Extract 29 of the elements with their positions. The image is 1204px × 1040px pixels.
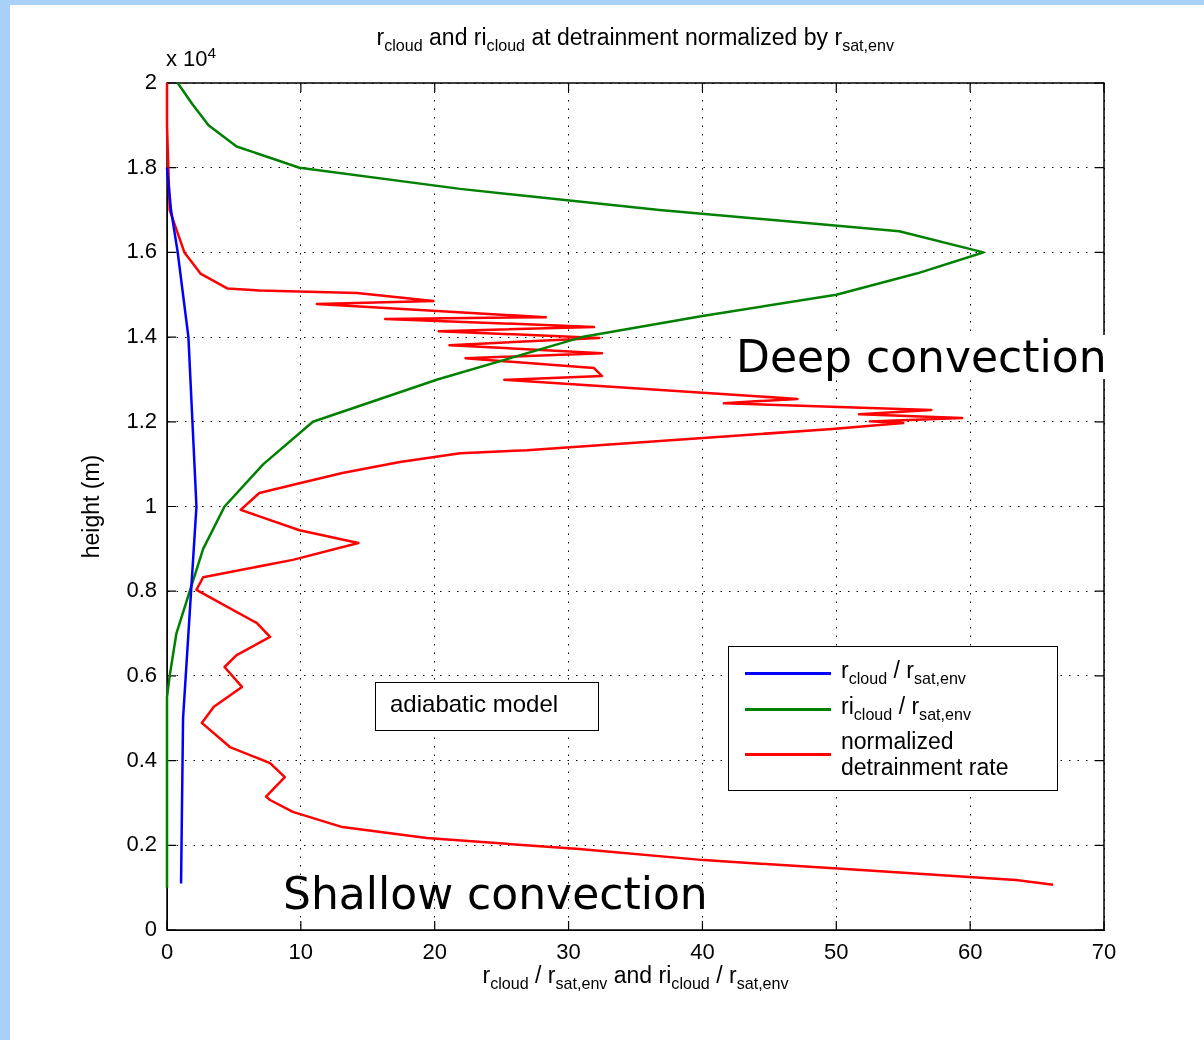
y-tick-label: 1.8 (126, 153, 157, 179)
annotation: adiabatic model (375, 682, 600, 731)
x-tick-label: 0 (160, 939, 174, 965)
y-tick-label: 0 (144, 916, 157, 942)
chart-title: r$_{cloud}$ and ri$_{cloud}$ at detrainment normalized by r$_{sat,env}$ (376, 24, 895, 55)
x-axis-title: r$_{cloud}$ / r$_{sat,env}$ and ri$_{cloud}$ / r$_{sat,env}$ (482, 962, 789, 992)
annotation: Shallow convection (283, 868, 708, 919)
legend-label: normalized detrainment rate (841, 728, 1010, 781)
x-tick-label: 20 (422, 939, 447, 965)
text: x 10$^{4}$ (166, 44, 217, 73)
y-tick-label: 1.4 (126, 323, 157, 349)
y-tick-label: 1.6 (126, 238, 157, 264)
y-tick-label: 1 (144, 492, 157, 518)
y-axis-title: height (m) (78, 454, 106, 559)
y-tick-label: 0.4 (126, 746, 157, 772)
x-tick-label: 10 (288, 939, 314, 965)
x-tick-label: 60 (957, 939, 983, 965)
y-tick-label: 1.2 (126, 407, 157, 433)
y-tick-label: 0.2 (126, 831, 157, 857)
x-tick-label: 30 (556, 939, 581, 965)
annotation: Deep convection (736, 331, 1107, 382)
legend-label: ri$_{cloud}$ / r$_{sat,env}$ (841, 692, 972, 725)
y-tick-label: 0.8 (126, 577, 157, 603)
x-tick-label: 70 (1091, 939, 1117, 965)
y-tick-label: 0.6 (126, 661, 157, 687)
y-tick-label: 2 (144, 69, 157, 95)
x-tick-label: 40 (690, 939, 715, 965)
legend-label: r$_{cloud}$ / r$_{sat,env}$ (841, 657, 967, 689)
x-tick-label: 50 (824, 939, 849, 965)
